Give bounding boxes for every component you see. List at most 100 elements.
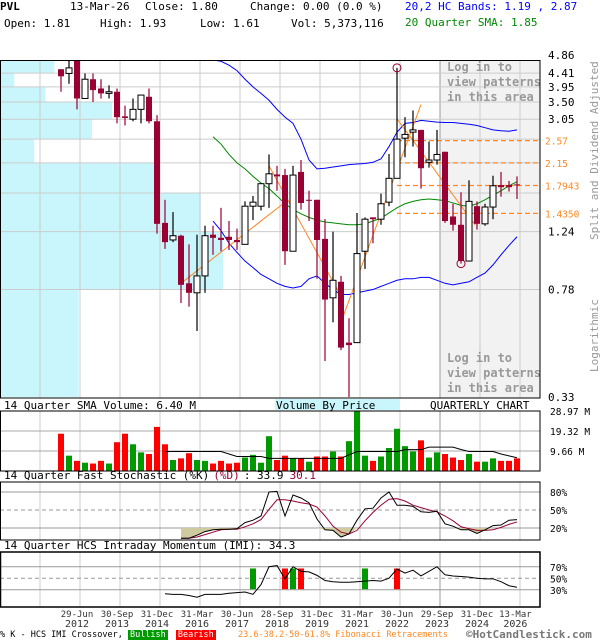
- candle-bullish: [201, 235, 209, 277]
- candle-bearish: [146, 96, 152, 122]
- y-tick-label: 3.05: [548, 113, 575, 126]
- candle-bearish: [314, 199, 320, 240]
- volume-sma-line: [165, 446, 518, 459]
- volume-by-price-bar: [1, 192, 201, 232]
- candle-bearish: [450, 216, 456, 225]
- candle-bearish: [322, 238, 328, 300]
- volume-bar: [298, 458, 304, 471]
- volume-panel-border: [0, 410, 541, 472]
- x-tick-year: 2016: [185, 619, 209, 630]
- x-tick-date: 31-Dec: [461, 610, 494, 620]
- x-tick-year: 2013: [105, 619, 129, 630]
- candle-bullish: [81, 78, 89, 99]
- close-value: Close: 1.80: [145, 0, 218, 13]
- candle-bullish: [129, 108, 137, 120]
- stochastic-tick-label: 20%: [550, 524, 567, 535]
- hc-upper-band: [216, 61, 518, 170]
- x-tick-date: 31-Dec: [301, 610, 334, 620]
- imi-tick-label: 30%: [550, 586, 567, 597]
- y-tick-label: 4.41: [548, 67, 575, 80]
- volume-bar: [290, 458, 296, 471]
- x-tick-date: 30-Sep: [101, 610, 134, 620]
- candle-bearish: [90, 79, 96, 91]
- imi-tick-label: 50%: [550, 574, 567, 585]
- volume-bar: [426, 457, 432, 471]
- candle-bullish: [241, 205, 249, 245]
- crossover-label: % K - HCS IMI Crossover,: [0, 630, 123, 640]
- volume-by-price-bar: [1, 102, 112, 120]
- volume-bar: [258, 462, 264, 471]
- volume-bar: [66, 455, 72, 471]
- imi-crossover-bearish: [394, 568, 400, 590]
- fibonacci-label: 2.57: [545, 137, 568, 148]
- imi-panel-title: 14 Quarter HCS Intraday Momentum (IMI): …: [4, 539, 295, 552]
- x-tick-year: 2021: [345, 619, 369, 630]
- imi-tick-label: 70%: [550, 563, 567, 574]
- fibonacci-legend: 23.6-38.2-50-61.8% Fibonacci Retracement…: [238, 630, 448, 640]
- volume-by-price-bar: [1, 119, 93, 140]
- candle-bearish: [122, 116, 128, 118]
- volume-bar: [338, 456, 344, 471]
- fibonacci-label: 1.4350: [545, 209, 580, 220]
- brand-watermark[interactable]: ©HotCandlestick.com: [466, 628, 592, 641]
- volume-bar: [402, 446, 408, 471]
- stochastic-title-part: 30.1: [290, 469, 317, 482]
- candle-bearish: [154, 121, 160, 224]
- volume-panel-title: 14 Quarter SMA Volume: 6.40 M: [4, 399, 196, 412]
- imi-crossover-bullish: [362, 568, 368, 590]
- stochastic-title-part: (%D): [213, 469, 240, 482]
- candle-bullish: [289, 174, 297, 252]
- candle-bearish: [74, 61, 80, 99]
- volume-bar: [394, 428, 400, 471]
- volume-bar: [274, 460, 280, 471]
- candle-bullish: [361, 218, 369, 252]
- y-tick-label: 3.50: [548, 96, 575, 109]
- volume-bar: [410, 451, 416, 471]
- volume-bar: [178, 458, 184, 471]
- volume-bar: [362, 455, 368, 471]
- volume-bar: [474, 461, 480, 471]
- volume-bar: [162, 444, 168, 471]
- candle-bearish: [226, 236, 232, 240]
- imi-crossover-bearish: [298, 568, 304, 590]
- volume-bar: [450, 457, 456, 471]
- imi-panel-border: [0, 551, 541, 608]
- candle-bearish: [514, 184, 520, 186]
- x-tick-date: 30-Jun: [381, 610, 414, 620]
- x-tick-year: 2024: [465, 619, 489, 630]
- candle-bullish: [193, 275, 201, 294]
- main-plot: [58, 61, 540, 397]
- volume-tick-label: 28.97 M: [550, 407, 590, 418]
- y-tick-label: 3.95: [548, 81, 575, 94]
- candle-bullish: [353, 253, 361, 344]
- x-tick-date: 13-Mar: [499, 610, 532, 620]
- volume-by-price-bar: [1, 73, 15, 87]
- y-tick-label: 1.24: [548, 226, 575, 239]
- stochastic-tick-label: 50%: [550, 506, 567, 517]
- candle-bullish: [481, 206, 489, 225]
- candle-bearish: [282, 175, 288, 252]
- pattern-trendline: [268, 165, 342, 297]
- volume-bar: [218, 460, 224, 471]
- y-tick-label: 4.86: [548, 49, 575, 62]
- volume-bar: [186, 453, 192, 471]
- change-value: Change: 0.00 (0.0 %): [250, 0, 383, 13]
- x-tick-year: 2023: [425, 619, 449, 630]
- x-tick-year: 2018: [265, 619, 289, 630]
- candle-bullish: [249, 201, 257, 207]
- volume-bar: [306, 461, 312, 471]
- stochastic-title-part: 14 Quarter Fast Stochastic (%K): [4, 469, 209, 482]
- pattern-circle-marker: [392, 63, 402, 73]
- candle-bearish: [306, 199, 312, 201]
- x-tick-year: 2014: [145, 619, 169, 630]
- volume-bar: [82, 462, 88, 471]
- x-tick-date: 28-Sep: [261, 610, 294, 620]
- volume-by-price-bar: [1, 231, 223, 290]
- candle-bearish: [218, 237, 224, 240]
- volume-bar: [114, 442, 120, 471]
- candle-bearish: [162, 222, 168, 243]
- main-plot-border: [0, 60, 541, 399]
- candle-bullish: [393, 138, 401, 179]
- low-value: Low: 1.61: [200, 17, 260, 30]
